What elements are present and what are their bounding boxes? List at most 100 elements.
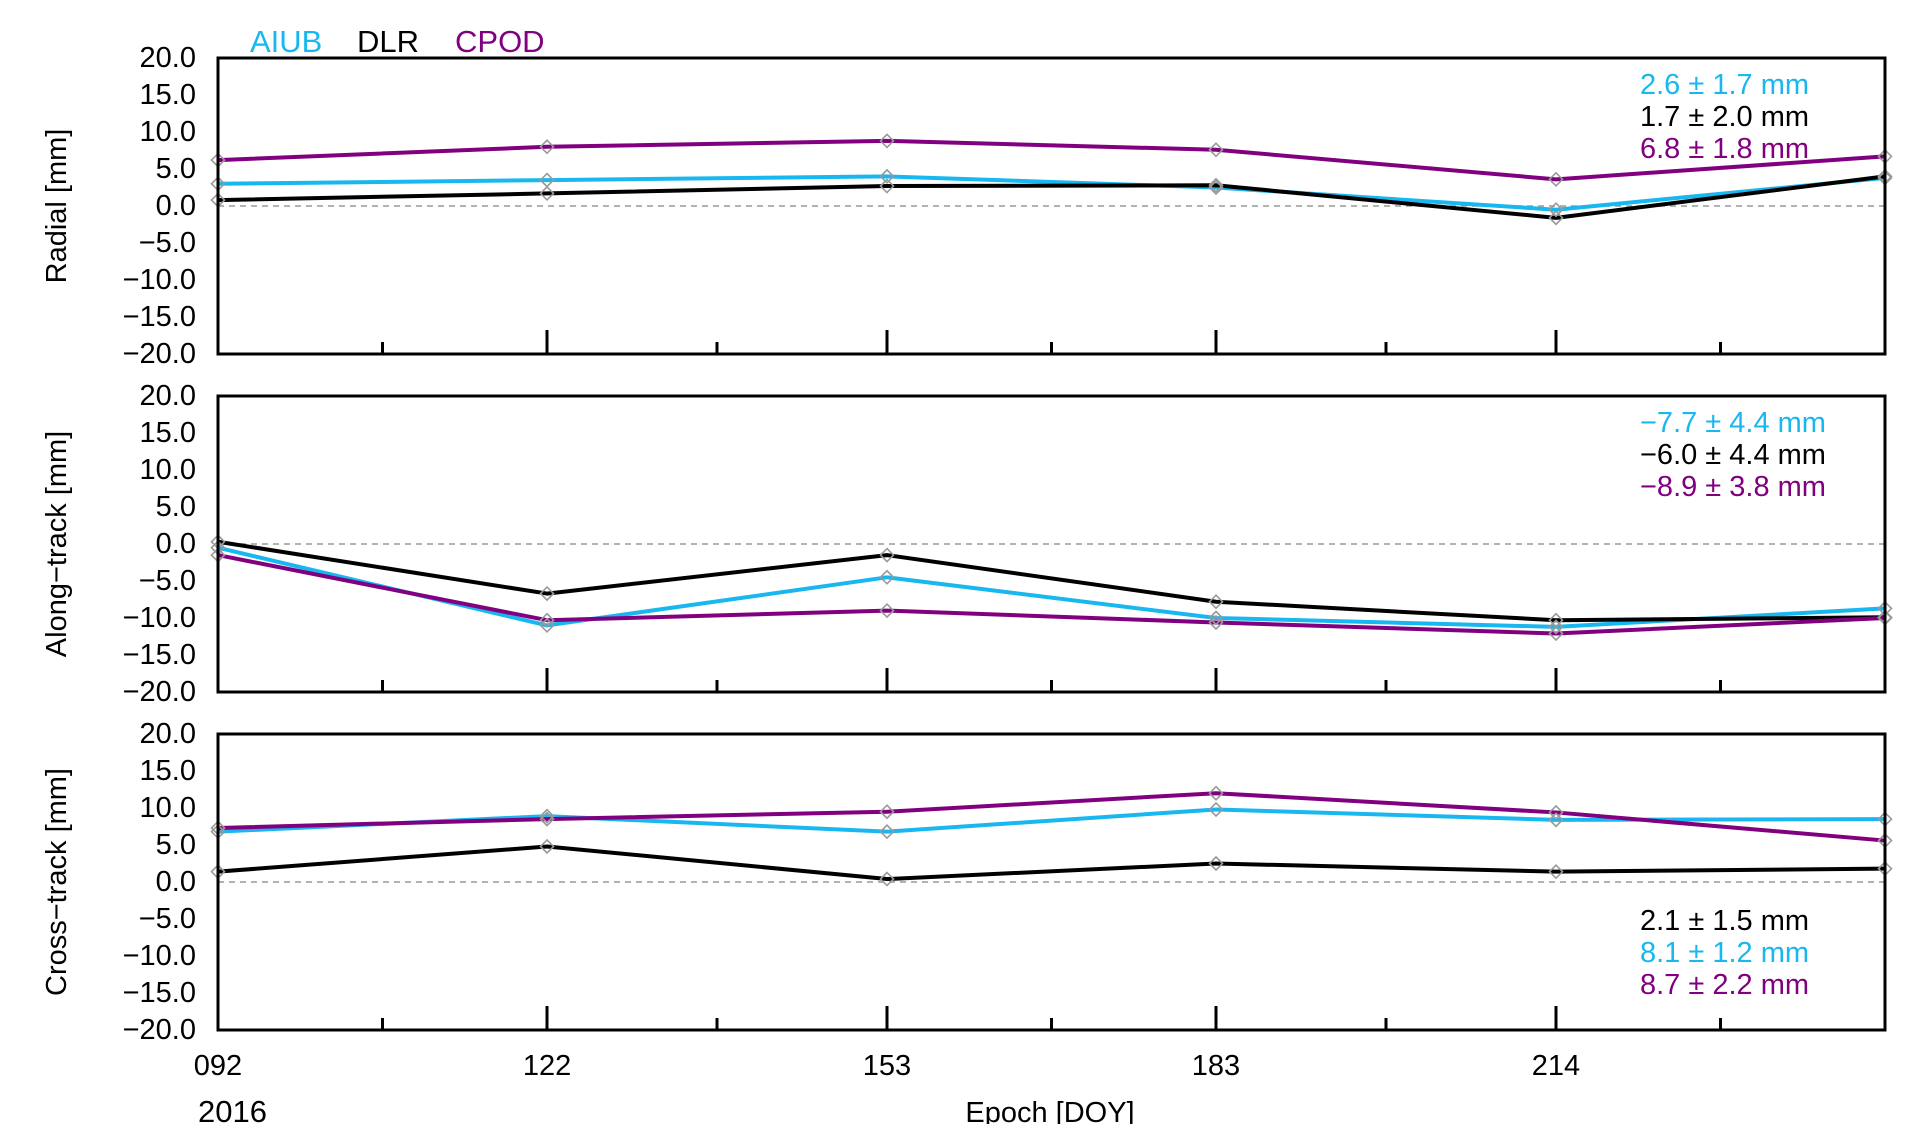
y-tick-label: −10.0 bbox=[123, 602, 196, 634]
data-point-dlr bbox=[539, 838, 555, 855]
y-tick-label: −10.0 bbox=[123, 940, 196, 972]
y-tick-label: 0.0 bbox=[156, 528, 196, 560]
y-tick-label: −5.0 bbox=[139, 565, 196, 597]
data-point-cpod bbox=[879, 133, 895, 149]
data-point-dlr bbox=[879, 178, 895, 194]
data-point-cpod bbox=[879, 602, 895, 619]
legend-item-dlr: DLR bbox=[357, 24, 419, 59]
data-point-cpod bbox=[1548, 625, 1564, 642]
data-point-dlr bbox=[879, 547, 895, 563]
panel-3: Cross−track [mm] 20.0 15.0 10.0 5.0 0.0 −5.0 −1… bbox=[41, 718, 1893, 1046]
x-year-label: 2016 bbox=[198, 1094, 267, 1124]
stats-annotation: 6.8 ± 1.8 mm bbox=[1640, 133, 1809, 165]
y-tick-label: 0.0 bbox=[156, 190, 196, 222]
y-tick-label: 20.0 bbox=[140, 718, 196, 750]
data-point-cpod bbox=[1548, 804, 1564, 821]
stats-annotation: 8.7 ± 2.2 mm bbox=[1640, 969, 1809, 1001]
stats-annotation: 2.6 ± 1.7 mm bbox=[1640, 69, 1809, 101]
y-tick-label: 15.0 bbox=[140, 417, 196, 449]
data-point-aiub bbox=[1548, 202, 1564, 218]
data-point-cpod bbox=[879, 804, 895, 820]
y-tick-label: −5.0 bbox=[139, 227, 196, 259]
x-tick-label: 153 bbox=[863, 1050, 911, 1082]
series-line-cpod bbox=[217, 791, 1886, 843]
data-point-dlr bbox=[1208, 177, 1224, 193]
data-point-aiub bbox=[879, 569, 895, 585]
stats-annotation: −6.0 ± 4.4 mm bbox=[1640, 439, 1826, 471]
data-point-aiub bbox=[1208, 179, 1224, 196]
y-axis-label: Radial [mm] bbox=[41, 129, 73, 284]
legend-item-aiub: AIUB bbox=[250, 24, 322, 59]
y-tick-label: −20.0 bbox=[123, 676, 196, 708]
y-tick-label: 10.0 bbox=[140, 454, 196, 486]
stats-annotation: 8.1 ± 1.2 mm bbox=[1640, 937, 1809, 969]
data-point-cpod bbox=[539, 811, 555, 827]
y-tick-label: −20.0 bbox=[123, 338, 196, 370]
x-axis: 2016 Epoch [DOY] 092 122 153 183 214 bbox=[194, 1050, 1580, 1129]
series-line-dlr bbox=[217, 539, 1886, 623]
data-point-aiub bbox=[1548, 812, 1564, 828]
data-point-dlr bbox=[1548, 864, 1564, 880]
series-line-dlr bbox=[217, 174, 1886, 220]
y-tick-label: −15.0 bbox=[123, 977, 196, 1009]
data-point-dlr bbox=[539, 185, 555, 202]
data-point-cpod bbox=[1208, 614, 1224, 631]
stats-annotation: −7.7 ± 4.4 mm bbox=[1640, 407, 1826, 439]
data-point-cpod bbox=[539, 612, 555, 628]
panel-1: Radial [mm] 20.0 15.0 10.0 5.0 0.0 −5.0 −10.0 −1… bbox=[41, 42, 1893, 370]
y-tick-label: −20.0 bbox=[123, 1014, 196, 1046]
data-point-aiub bbox=[1208, 801, 1224, 818]
series-line-dlr bbox=[217, 844, 1886, 882]
data-point-dlr bbox=[1548, 210, 1564, 226]
stats-annotation: 1.7 ± 2.0 mm bbox=[1640, 101, 1809, 133]
panel-2: Along−track [mm] 20.0 15.0 10.0 5.0 0.0 −5.0 −1… bbox=[41, 380, 1893, 708]
y-axis-label: Along−track [mm] bbox=[41, 431, 73, 657]
series-line-cpod bbox=[217, 138, 1886, 182]
legend-item-cpod: CPOD bbox=[455, 24, 545, 59]
data-point-aiub bbox=[1208, 610, 1224, 626]
x-tick-label: 183 bbox=[1192, 1050, 1240, 1082]
y-tick-label: 5.0 bbox=[156, 491, 196, 523]
y-tick-label: 10.0 bbox=[140, 792, 196, 824]
y-tick-label: −15.0 bbox=[123, 301, 196, 333]
panels: Radial [mm] 20.0 15.0 10.0 5.0 0.0 −5.0 −10.0 −1… bbox=[41, 42, 1893, 1046]
y-tick-label: 10.0 bbox=[140, 116, 196, 148]
data-point-dlr bbox=[1208, 594, 1224, 610]
data-point-dlr bbox=[539, 585, 555, 602]
data-point-dlr bbox=[1208, 855, 1224, 872]
data-point-cpod bbox=[1548, 171, 1564, 187]
panel-frame bbox=[216, 732, 1887, 1032]
data-point-dlr bbox=[879, 871, 895, 887]
y-tick-label: 15.0 bbox=[140, 755, 196, 787]
y-axis-label: Cross−track [mm] bbox=[41, 768, 73, 996]
y-tick-label: −5.0 bbox=[139, 903, 196, 935]
legend: AIUB DLR CPOD bbox=[250, 24, 545, 59]
data-point-cpod bbox=[1208, 142, 1224, 158]
y-tick-label: −10.0 bbox=[123, 264, 196, 296]
data-point-aiub bbox=[879, 168, 895, 185]
y-tick-label: 0.0 bbox=[156, 866, 196, 898]
series-line-cpod bbox=[217, 553, 1886, 636]
stats-annotation: 2.1 ± 1.5 mm bbox=[1640, 905, 1809, 937]
data-point-aiub bbox=[1548, 619, 1564, 635]
x-tick-label: 214 bbox=[1532, 1050, 1580, 1082]
series-line-aiub bbox=[217, 545, 1886, 629]
y-tick-label: 15.0 bbox=[140, 79, 196, 111]
y-tick-label: 5.0 bbox=[156, 829, 196, 861]
x-tick-label: 122 bbox=[523, 1050, 571, 1082]
panel-frame bbox=[216, 394, 1887, 694]
y-tick-label: 20.0 bbox=[140, 42, 196, 74]
x-tick-label: 092 bbox=[194, 1050, 242, 1082]
y-tick-label: 20.0 bbox=[140, 380, 196, 412]
y-tick-label: −15.0 bbox=[123, 639, 196, 671]
data-point-cpod bbox=[1208, 785, 1224, 801]
y-tick-label: 5.0 bbox=[156, 153, 196, 185]
series-line-aiub bbox=[217, 174, 1886, 212]
data-point-cpod bbox=[539, 139, 555, 155]
data-point-aiub bbox=[879, 824, 895, 840]
x-axis-label: Epoch [DOY] bbox=[965, 1097, 1134, 1124]
data-point-aiub bbox=[539, 808, 555, 824]
stats-annotation: −8.9 ± 3.8 mm bbox=[1640, 471, 1826, 503]
